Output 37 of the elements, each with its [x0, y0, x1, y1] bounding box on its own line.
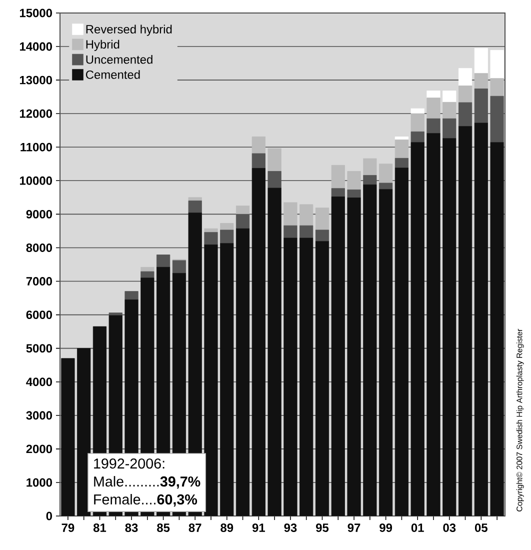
legend-label: Reversed hybrid [86, 24, 172, 36]
y-tick-label: 12000 [20, 109, 52, 118]
y-tick-label: 1000 [26, 478, 52, 487]
x-tick-label: 93 [284, 524, 297, 532]
legend-label: Uncemented [86, 55, 152, 64]
x-tick-label: 97 [348, 524, 360, 532]
y-tick-label: 14000 [20, 42, 52, 51]
y-tick-label: 2000 [26, 444, 52, 454]
x-tick-label: 87 [188, 524, 202, 532]
x-tick-label: 85 [157, 524, 170, 532]
y-tick-label: 8000 [26, 244, 52, 252]
legend-label: Cemented [86, 70, 140, 79]
x-tick-label: 79 [62, 524, 74, 532]
x-tick-label: 83 [125, 524, 138, 532]
x-tick-label: 91 [252, 524, 265, 532]
y-tick-label: 7000 [26, 277, 52, 286]
x-tick-label: 81 [93, 524, 106, 532]
annotation: Male.........39,7% [94, 476, 200, 489]
y-tick-label: 3000 [26, 411, 52, 420]
y-tick-label: 0 [46, 512, 52, 520]
x-tick-label: 89 [220, 524, 234, 532]
x-tick-label: 05 [474, 524, 488, 532]
y-tick-label: 9000 [26, 210, 52, 218]
x-tick-label: 95 [316, 524, 329, 532]
y-tick-label: 6000 [26, 310, 52, 320]
x-tick-label: 01 [411, 524, 424, 532]
x-tick-label: 99 [380, 524, 392, 532]
annotation: Female....60,3% [94, 494, 198, 507]
y-tick-label: 10000 [20, 176, 52, 185]
legend-label: Hybrid [86, 40, 120, 52]
y-tick-label: 5000 [26, 344, 52, 353]
y-tick-label: 15000 [20, 8, 52, 18]
annotation: 1992-2006: [94, 458, 164, 469]
x-tick-label: 03 [443, 524, 456, 532]
y-tick-label: 13000 [20, 76, 52, 84]
y-tick-label: 11000 [20, 142, 52, 152]
y-tick-label: 4000 [26, 378, 52, 386]
